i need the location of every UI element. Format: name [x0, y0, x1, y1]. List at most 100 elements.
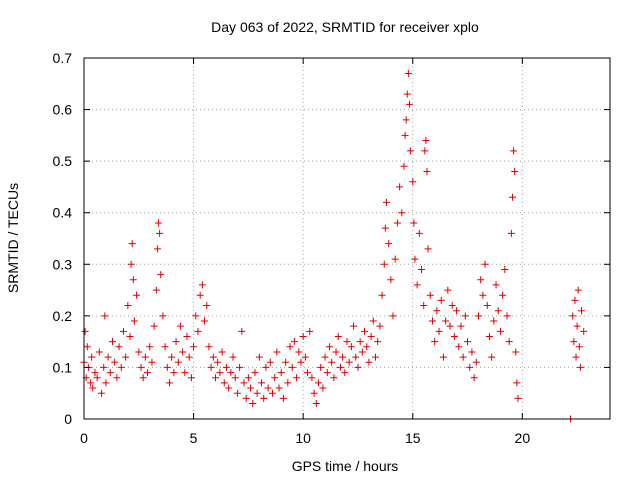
- data-point: [317, 363, 325, 371]
- data-point: [464, 338, 472, 346]
- data-point: [580, 327, 588, 335]
- data-point: [332, 348, 340, 356]
- data-point: [572, 353, 580, 361]
- data-point: [404, 69, 412, 77]
- data-point: [198, 281, 206, 289]
- data-point: [284, 379, 292, 387]
- data-point: [222, 363, 230, 371]
- data-point: [499, 291, 507, 299]
- data-point: [461, 312, 469, 320]
- y-tick-label: 0.2: [53, 308, 73, 324]
- axis-ticks: [83, 57, 610, 420]
- chart-title: Day 063 of 2022, SRMTID for receiver xpl…: [211, 19, 479, 35]
- data-point: [492, 281, 500, 289]
- data-point: [304, 369, 312, 377]
- data-point: [242, 394, 250, 402]
- data-point: [433, 307, 441, 315]
- data-point: [490, 317, 498, 325]
- data-point: [102, 379, 110, 387]
- data-point: [126, 332, 134, 340]
- data-point: [345, 358, 353, 366]
- data-point: [512, 348, 520, 356]
- data-point: [511, 167, 519, 175]
- data-point: [381, 224, 389, 232]
- data-point: [574, 286, 582, 294]
- data-point: [194, 327, 202, 335]
- data-point: [507, 229, 515, 237]
- data-point: [503, 312, 511, 320]
- data-point: [301, 353, 309, 361]
- data-point: [113, 374, 121, 382]
- data-point: [100, 363, 108, 371]
- data-point: [128, 240, 136, 248]
- data-point: [165, 379, 173, 387]
- data-point: [405, 100, 413, 108]
- data-point: [330, 374, 338, 382]
- data-point: [418, 265, 426, 273]
- data-point: [426, 291, 434, 299]
- data-point: [181, 369, 189, 377]
- data-point: [275, 384, 283, 392]
- data-point: [396, 183, 404, 191]
- data-point: [159, 312, 167, 320]
- data-point: [153, 245, 161, 253]
- data-points: [80, 69, 588, 423]
- data-point: [150, 322, 158, 330]
- data-point: [163, 363, 171, 371]
- y-tick-label: 0.3: [53, 256, 73, 272]
- data-point: [450, 332, 458, 340]
- data-point: [91, 369, 99, 377]
- data-point: [288, 363, 296, 371]
- data-point: [268, 389, 276, 397]
- data-point: [352, 353, 360, 361]
- data-point: [393, 219, 401, 227]
- data-point: [229, 353, 237, 361]
- data-point: [88, 353, 96, 361]
- data-point: [391, 255, 399, 263]
- data-point: [389, 312, 397, 320]
- data-point: [411, 255, 419, 263]
- x-tick-label: 0: [80, 430, 88, 446]
- data-point: [108, 338, 116, 346]
- data-point: [216, 369, 224, 377]
- data-point: [382, 198, 390, 206]
- data-point: [106, 369, 114, 377]
- data-point: [101, 312, 109, 320]
- data-point: [321, 353, 329, 361]
- data-point: [148, 358, 156, 366]
- x-axis-title: GPS time / hours: [292, 458, 399, 474]
- data-point: [253, 389, 261, 397]
- data-point: [240, 379, 248, 387]
- data-point: [207, 363, 215, 371]
- data-point: [455, 343, 463, 351]
- data-point: [293, 374, 301, 382]
- data-point: [398, 209, 406, 217]
- data-point: [205, 343, 213, 351]
- data-point: [365, 358, 373, 366]
- data-point: [247, 384, 255, 392]
- data-point: [459, 353, 467, 361]
- data-point: [279, 394, 287, 402]
- y-tick-label: 0.6: [53, 102, 73, 118]
- data-point: [139, 374, 147, 382]
- data-point: [428, 317, 436, 325]
- data-point: [410, 219, 418, 227]
- data-point: [306, 327, 314, 335]
- data-point: [514, 394, 522, 402]
- data-point: [187, 374, 195, 382]
- data-point: [220, 379, 228, 387]
- data-point: [133, 291, 141, 299]
- data-point: [323, 369, 331, 377]
- data-point: [446, 322, 454, 330]
- data-point: [466, 363, 474, 371]
- data-point: [141, 353, 149, 361]
- x-tick-label: 5: [190, 430, 198, 446]
- data-point: [203, 302, 211, 310]
- data-point: [358, 348, 366, 356]
- data-point: [475, 312, 482, 320]
- data-point: [308, 374, 316, 382]
- data-point: [282, 358, 290, 366]
- data-point: [295, 348, 303, 356]
- data-point: [244, 374, 252, 382]
